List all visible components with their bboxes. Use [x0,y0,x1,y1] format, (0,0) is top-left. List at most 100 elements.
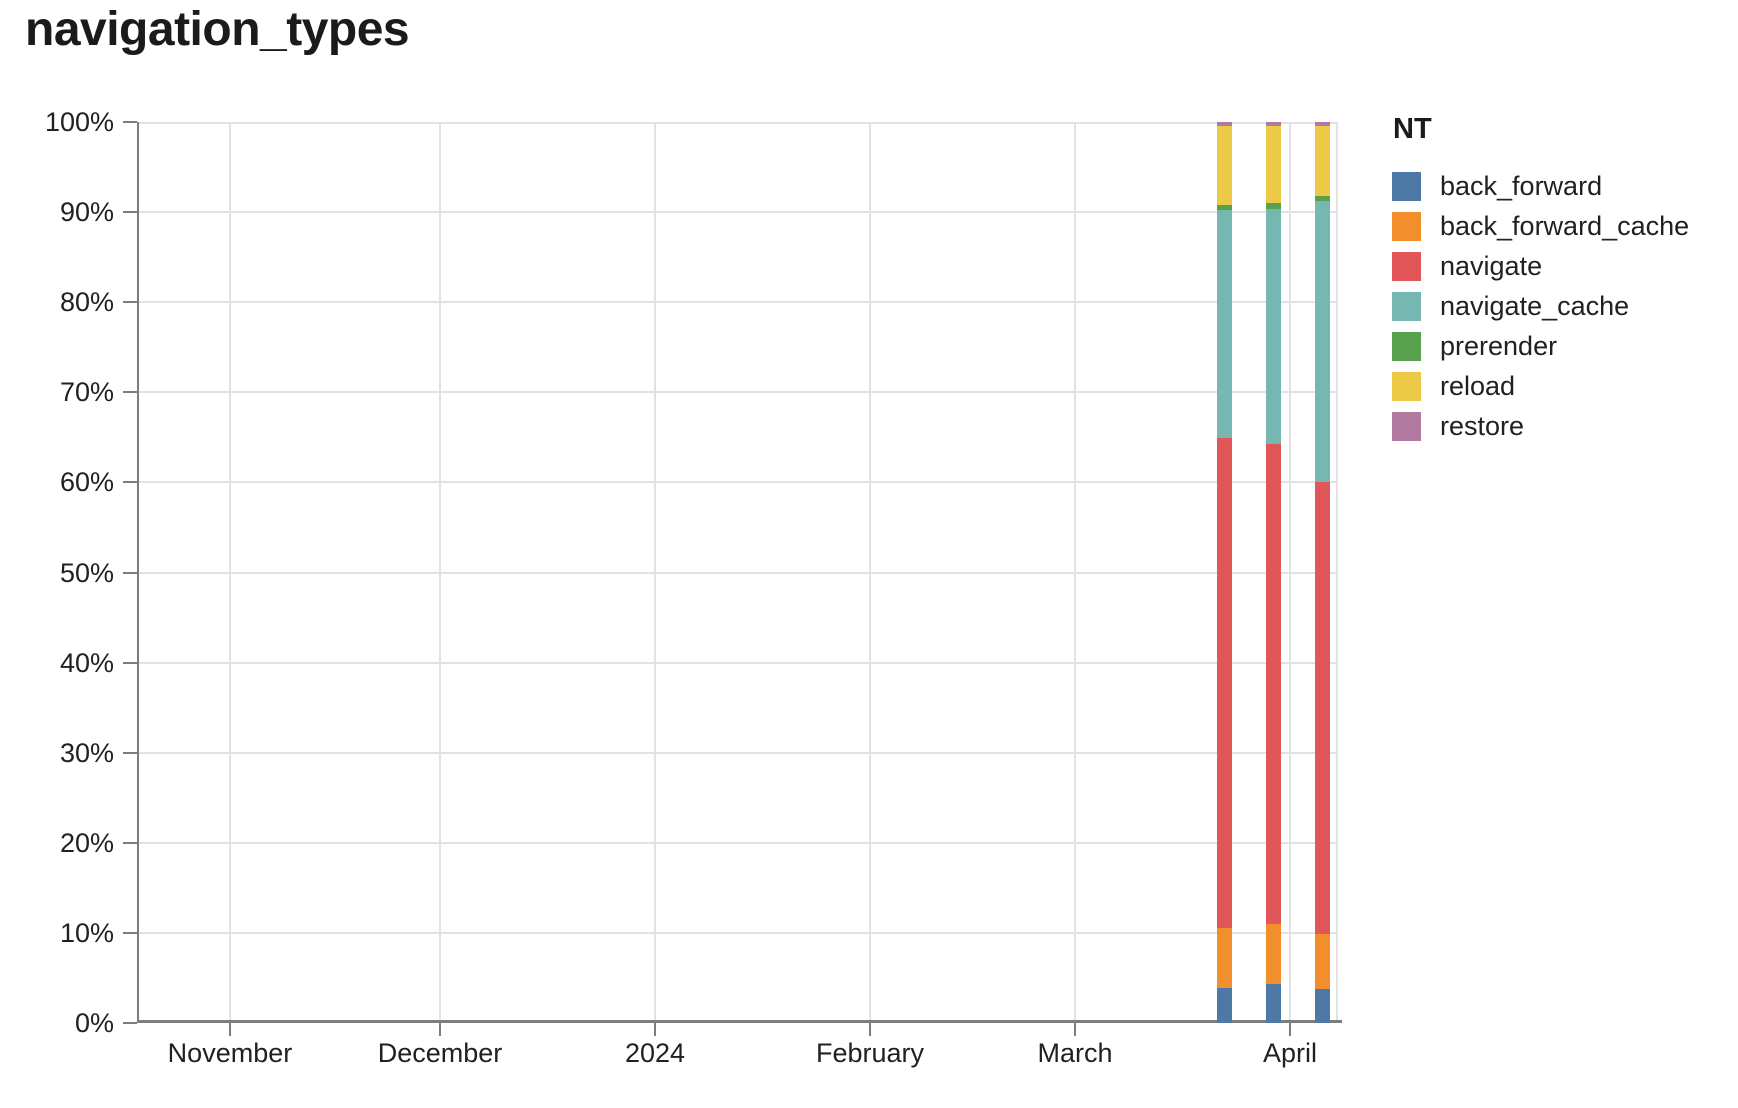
x-axis-tick [1073,1023,1076,1036]
y-tick-label: 90% [59,197,114,228]
gridline-vertical [228,122,231,1023]
legend-item-navigate-cache: navigate_cache [1392,292,1689,321]
bar-segment-back-forward-cache [1216,927,1232,988]
y-tick-label: 70% [59,377,114,408]
bar-segment-restore [1314,122,1330,126]
legend-item-label: restore [1440,411,1525,441]
y-tick-label: 80% [59,287,114,318]
y-tick-label: 40% [59,647,114,678]
gridline-horizontal [137,211,1338,214]
y-axis-tick [123,121,137,123]
y-axis-tick [123,481,137,484]
bar-segment-reload [1216,125,1232,205]
legend-items: back_forward back_forward_cache navigate na… [1392,172,1689,441]
x-tick-label-december: December [377,1038,503,1068]
y-tick-label: 50% [59,557,114,588]
legend-swatch-navigate [1392,252,1421,281]
y-axis-tick [123,211,137,214]
y-axis-tick [123,751,137,754]
bar-segment-reload [1314,125,1330,196]
legend-swatch-reload [1392,372,1421,401]
gridline-vertical [1073,122,1076,1023]
bar-segment-restore [1216,122,1232,126]
x-tick-label-2024: 2024 [624,1038,686,1068]
bar-segment-back-forward [1314,988,1330,1023]
bar-segment-prerender [1216,204,1232,211]
chart-title: navigation_types [25,3,410,56]
y-tick-label: 10% [59,917,114,948]
gridline-horizontal [137,301,1338,304]
legend-swatch-navigate-cache [1392,292,1421,321]
stacked-bar-2024-03-29 [1265,122,1281,1023]
legend-title: NT [1393,113,1432,145]
legend-item-label: reload [1440,371,1516,401]
legend-item-label: back_forward_cache [1440,211,1690,241]
gridline-vertical [1288,122,1291,1023]
x-tick-label-march: March [1037,1038,1113,1068]
bar-segment-navigate-cache [1265,208,1281,444]
y-tick-label: 60% [59,467,114,498]
y-tick-label: 0% [74,1008,114,1038]
legend-swatch-prerender [1392,332,1421,361]
legend-item-label: navigate [1440,251,1543,281]
bar-segment-back-forward [1265,984,1281,1023]
x-axis-tick [653,1023,656,1036]
bar-segment-navigate [1265,443,1281,924]
plot-area [123,121,1342,1036]
legend-item-back-forward-cache: back_forward_cache [1392,212,1689,241]
bar-segment-prerender [1265,203,1281,209]
legend-item-restore: restore [1392,412,1689,441]
legend-swatch-restore [1392,412,1421,441]
x-axis-tick [439,1023,441,1036]
x-axis-tick [868,1023,871,1036]
x-tick-label-november: November [167,1038,293,1068]
bar-segment-back-forward [1216,987,1232,1023]
gridline-horizontal [137,751,1338,754]
gridline-vertical [439,122,441,1023]
gridline-horizontal [137,841,1338,844]
y-axis-tick [123,931,137,934]
gridline-vertical [653,122,656,1023]
y-axis-labels: 0% 10% 20% 30% 40% 50% 60% 70% 80% 90% 100% [0,107,118,1038]
legend-swatch-back-forward-cache [1392,212,1421,241]
x-axis-tick [1288,1023,1291,1036]
bar-segment-navigate [1314,482,1330,934]
legend-item-navigate: navigate [1392,252,1689,281]
y-tick-label: 100% [44,107,114,137]
stacked-bar-2024-04-05 [1314,122,1330,1023]
gridline-horizontal [137,122,1338,124]
bar-segment-back-forward-cache [1265,923,1281,985]
stacked-bar-2024-03-22 [1216,122,1232,1023]
y-tick-label: 30% [59,737,114,768]
gridline-horizontal [137,391,1338,394]
bar-segment-restore [1265,122,1281,126]
gridline-horizontal [137,661,1338,664]
bar-segment-navigate-cache [1314,201,1330,483]
legend-item-label: navigate_cache [1440,291,1630,321]
legend-swatch-back-forward [1392,172,1421,201]
gridline-horizontal [137,481,1338,484]
y-axis-line [137,122,139,1023]
y-axis-tick [123,391,137,394]
y-axis-tick [123,841,137,844]
y-tick-label: 20% [59,827,114,858]
legend-item-prerender: prerender [1392,332,1689,361]
x-tick-label-april: April [1262,1038,1317,1068]
legend-item-label: prerender [1440,331,1558,361]
x-axis-labels: November December 2024 February March April [137,1036,1338,1076]
bar-segment-navigate [1216,438,1232,928]
gridline-horizontal [137,931,1338,934]
y-axis-tick [123,661,137,664]
bar-segment-navigate-cache [1216,210,1232,439]
x-axis-tick [228,1023,231,1036]
plot-right-border [1336,122,1338,1023]
legend-item-label: back_forward [1440,171,1603,201]
y-axis-tick [123,571,137,574]
bar-segment-reload [1265,125,1281,204]
x-axis-line [137,1020,1342,1023]
x-tick-label-february: February [815,1038,924,1068]
legend-item-reload: reload [1392,372,1689,401]
y-axis-tick [123,301,137,304]
